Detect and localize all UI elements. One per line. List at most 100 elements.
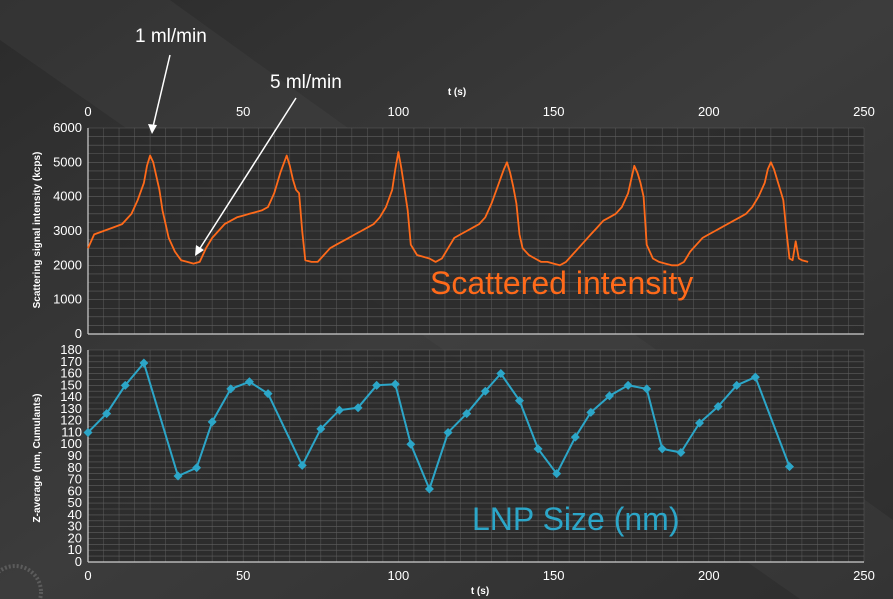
- data-point-marker: [642, 384, 652, 394]
- data-point-marker: [623, 380, 633, 390]
- annotation-5-arrowhead: [195, 245, 204, 256]
- x-tick-label: 100: [388, 568, 410, 583]
- y-tick-label: 130: [60, 401, 82, 416]
- top-y-ticks: 0 1000 2000 3000 4000 5000 6000: [53, 120, 82, 341]
- y-tick-label: 110: [61, 424, 82, 439]
- data-point-marker: [390, 379, 400, 389]
- y-tick-label: 0: [75, 554, 82, 569]
- annotation-1-arrow: [151, 54, 171, 132]
- data-point-marker: [263, 389, 273, 399]
- corner-decoration: [0, 564, 43, 599]
- annotation-5-ml-min: 5 ml/min: [270, 72, 342, 93]
- data-point-marker: [372, 380, 382, 390]
- flow-rate-annotations: 1 ml/min 5 ml/min: [135, 26, 342, 256]
- data-point-marker: [552, 469, 562, 479]
- data-point-marker: [496, 369, 506, 379]
- series-label-scattered-intensity: Scattered intensity: [430, 265, 693, 301]
- data-point-marker: [406, 439, 416, 449]
- data-point-marker: [173, 471, 183, 481]
- x-tick-label: 50: [236, 104, 250, 119]
- top-y-axis-label: Scattering signal intensity (kcps): [32, 152, 43, 309]
- data-point-marker: [750, 372, 760, 382]
- data-point-marker: [207, 417, 217, 427]
- data-point-marker: [732, 380, 742, 390]
- x-tick-label: 0: [84, 568, 91, 583]
- data-point-marker: [226, 384, 236, 394]
- data-point-marker: [297, 460, 307, 470]
- data-point-marker: [676, 447, 686, 457]
- bottom-x-ticks: 0 50 100 150 200 250: [84, 568, 874, 583]
- top-x-ticks: 0 50 100 150 200 250: [84, 104, 874, 119]
- data-point-marker: [533, 444, 543, 454]
- y-tick-label: 0: [75, 326, 82, 341]
- data-point-marker: [570, 432, 580, 442]
- bottom-grid: [87, 349, 865, 563]
- annotation-1-arrowhead: [148, 124, 157, 134]
- y-tick-label: 3000: [53, 223, 82, 238]
- y-tick-label: 140: [60, 389, 82, 404]
- data-point-marker: [120, 380, 130, 390]
- y-tick-label: 90: [68, 448, 82, 463]
- y-tick-label: 40: [68, 507, 82, 522]
- y-tick-label: 50: [68, 495, 82, 510]
- data-point-marker: [604, 391, 614, 401]
- x-tick-label: 0: [84, 104, 91, 119]
- annotation-1-ml-min: 1 ml/min: [135, 26, 207, 47]
- data-point-marker: [102, 409, 112, 419]
- data-point-marker: [462, 409, 472, 419]
- data-point-marker: [694, 418, 704, 428]
- y-tick-label: 160: [60, 366, 82, 381]
- data-point-marker: [713, 402, 723, 412]
- x-tick-label: 200: [698, 568, 720, 583]
- y-tick-label: 170: [60, 354, 82, 369]
- data-point-marker: [192, 463, 202, 473]
- y-tick-label: 120: [60, 413, 82, 428]
- data-point-marker: [657, 444, 667, 454]
- data-point-marker: [83, 427, 93, 437]
- data-point-marker: [316, 424, 326, 434]
- y-tick-label: 30: [68, 519, 82, 534]
- data-point-marker: [785, 462, 795, 472]
- x-tick-label: 150: [543, 104, 565, 119]
- x-tick-label: 200: [698, 104, 720, 119]
- y-tick-label: 70: [68, 472, 82, 487]
- data-point-marker: [443, 427, 453, 437]
- data-point-marker: [334, 405, 344, 415]
- data-point-marker: [424, 484, 434, 494]
- bottom-x-axis-label: t (s): [471, 586, 489, 597]
- y-tick-label: 100: [60, 436, 82, 451]
- x-tick-label: 250: [853, 568, 875, 583]
- data-point-marker: [480, 386, 490, 396]
- y-tick-label: 20: [68, 530, 82, 545]
- annotation-5-arrow: [196, 97, 297, 254]
- top-x-axis-label: t (s): [448, 87, 466, 98]
- bottom-y-ticks: 0102030405060708090100110120130140150160…: [60, 342, 82, 569]
- lnp-size-markers: [83, 358, 795, 494]
- y-tick-label: 5000: [53, 154, 82, 169]
- y-tick-label: 80: [68, 460, 82, 475]
- y-tick-label: 1000: [53, 292, 82, 307]
- y-tick-label: 6000: [53, 120, 82, 135]
- y-tick-label: 2000: [53, 257, 82, 272]
- data-point-marker: [514, 396, 524, 406]
- data-point-marker: [244, 377, 254, 387]
- y-tick-label: 180: [60, 342, 82, 357]
- y-tick-label: 150: [60, 377, 82, 392]
- y-tick-label: 60: [68, 483, 82, 498]
- y-tick-label: 4000: [53, 189, 82, 204]
- x-tick-label: 100: [388, 104, 410, 119]
- y-tick-label: 10: [68, 542, 82, 557]
- x-tick-label: 50: [236, 568, 250, 583]
- x-tick-label: 150: [543, 568, 565, 583]
- series-label-lnp-size: LNP Size (nm): [472, 501, 679, 537]
- top-grid: [87, 127, 865, 335]
- data-point-marker: [586, 407, 596, 417]
- data-point-marker: [139, 358, 149, 368]
- data-point-marker: [353, 403, 363, 413]
- scattering-intensity-chart: 0 1000 2000 3000 4000 5000 6000 0 50 100 150 200 25…: [32, 87, 875, 341]
- bottom-y-axis-label: Z-average (nm, Cumulants): [32, 394, 43, 523]
- scattered-intensity-line: [87, 151, 809, 267]
- z-average-chart: 0102030405060708090100110120130140150160…: [32, 342, 875, 597]
- x-tick-label: 250: [853, 104, 875, 119]
